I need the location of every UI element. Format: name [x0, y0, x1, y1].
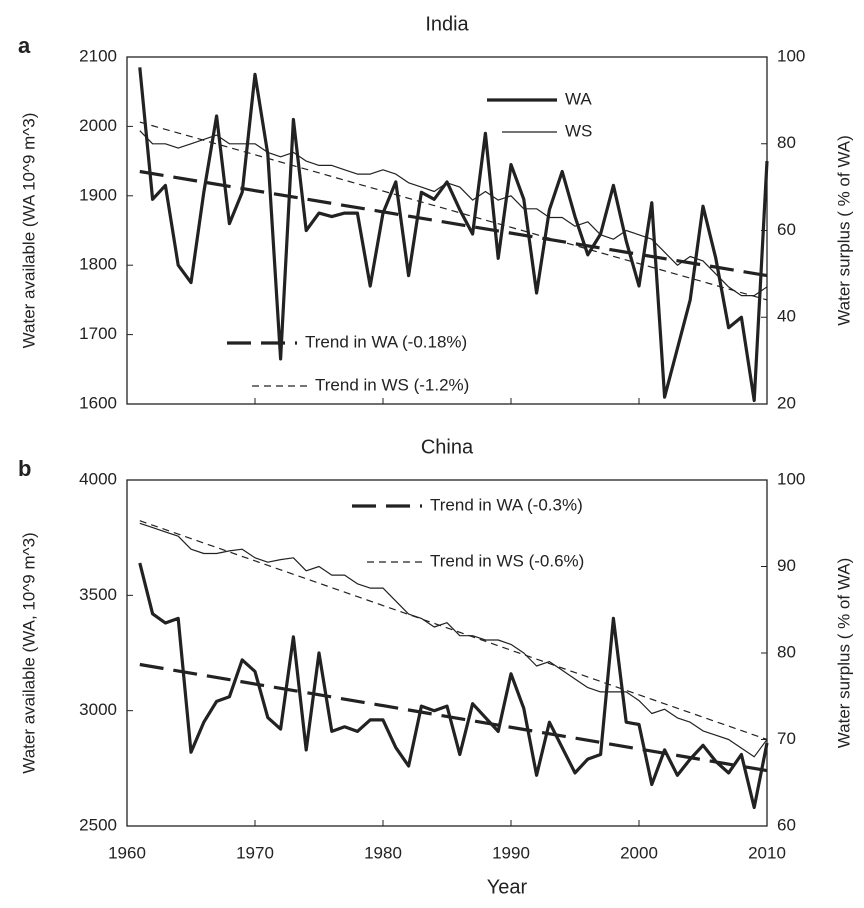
- y2-tick-label: 60: [777, 815, 796, 834]
- data-line: [139, 169, 768, 278]
- y2-axis-label: Water surplus ( % of WA): [834, 558, 853, 749]
- y-axis-label: Water available (WA 10^9 m^3): [19, 113, 38, 349]
- data-line: [138, 562, 769, 810]
- x-tick-label: 1990: [492, 843, 530, 862]
- y-tick-label: 1600: [79, 393, 117, 412]
- data-line: [139, 522, 768, 758]
- y2-tick-label: 100: [777, 46, 805, 65]
- plot-frame: [126, 479, 768, 827]
- y-axis-label: Water available (WA, 10^9 m^3): [19, 532, 38, 773]
- x-tick-label: 1980: [364, 843, 402, 862]
- y-tick-label: 1900: [79, 185, 117, 204]
- y-tick-label: 3500: [79, 585, 117, 604]
- y2-tick-label: 70: [777, 729, 796, 748]
- data-line: [139, 520, 768, 741]
- y2-tick-label: 100: [777, 469, 805, 488]
- data-line: [139, 662, 768, 773]
- y-tick-label: 2100: [79, 46, 117, 65]
- y-tick-label: 2000: [79, 116, 117, 135]
- legend-label: Trend in WA (-0.3%): [430, 495, 583, 514]
- data-line: [138, 67, 769, 403]
- y2-axis-label: Water surplus ( % of WA): [834, 135, 853, 326]
- y2-tick-label: 40: [777, 307, 796, 326]
- chart-title: India: [425, 13, 469, 35]
- x-tick-label: 1960: [108, 843, 146, 862]
- y2-tick-label: 80: [777, 642, 796, 661]
- y2-tick-label: 20: [777, 393, 796, 412]
- legend-label: Trend in WS (-0.6%): [430, 551, 584, 570]
- y2-tick-label: 90: [777, 556, 796, 575]
- y-tick-label: 1800: [79, 255, 117, 274]
- x-tick-label: 2010: [748, 843, 786, 862]
- y2-tick-label: 80: [777, 133, 796, 152]
- data-line: [139, 130, 768, 297]
- chart-title: China: [421, 436, 474, 458]
- panel-label: a: [18, 33, 31, 58]
- y2-tick-label: 60: [777, 220, 796, 239]
- x-axis-label: Year: [487, 876, 528, 898]
- y-tick-label: 4000: [79, 469, 117, 488]
- x-tick-label: 1970: [236, 843, 274, 862]
- x-tick-label: 2000: [620, 843, 658, 862]
- legend-label: WA: [565, 89, 592, 108]
- y-tick-label: 3000: [79, 700, 117, 719]
- panel-label: b: [18, 456, 31, 481]
- legend-label: Trend in WS (-1.2%): [315, 375, 469, 394]
- y-tick-label: 1700: [79, 324, 117, 343]
- data-line: [139, 121, 768, 301]
- legend-label: Trend in WA (-0.18%): [305, 332, 467, 351]
- plot-frame: [126, 56, 768, 405]
- legend-label: WS: [565, 121, 592, 140]
- y-tick-label: 2500: [79, 815, 117, 834]
